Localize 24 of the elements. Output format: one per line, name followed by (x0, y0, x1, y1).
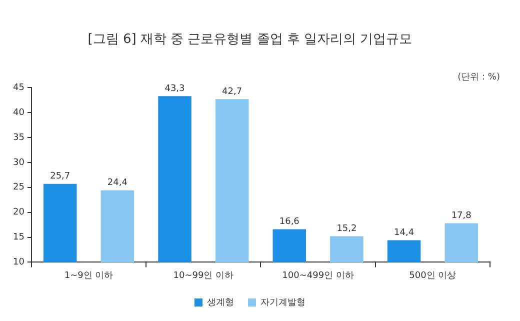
legend-label: 자기계발형 (260, 298, 306, 308)
y-tick-label: 35 (13, 132, 24, 143)
data-label: 42,7 (222, 86, 242, 97)
data-label: 15,2 (336, 224, 357, 234)
data-label: 17,8 (451, 211, 472, 222)
data-label: 14,4 (394, 228, 414, 238)
text: (단위 : %) (458, 72, 500, 82)
x-tick-label: 10~99인 이하 (173, 270, 234, 281)
y-tick-label: 15 (13, 232, 24, 243)
legend-label: 생계형 (207, 298, 234, 308)
data-label: 16,6 (279, 217, 300, 228)
x-tick-label: 1~9인 이하 (64, 270, 114, 281)
y-tick-label: 30 (13, 158, 25, 168)
data-label: 25,7 (50, 172, 70, 182)
y-tick-label: 20 (13, 208, 25, 218)
y-tick-label: 45 (13, 82, 24, 93)
x-tick-label: 500인 이상 (409, 270, 456, 281)
chart-title: [그림 6] 재학 중 근로유형별 졸업 후 일자리의 기업규모 (88, 32, 412, 48)
x-tick-label: 100~499인 이하 (282, 270, 354, 281)
data-label: 24,4 (107, 178, 128, 188)
y-tick-label: 40 (13, 108, 25, 118)
y-tick-label: 10 (13, 258, 25, 268)
y-tick-label: 25 (13, 182, 24, 193)
data-label: 43,3 (164, 84, 185, 94)
